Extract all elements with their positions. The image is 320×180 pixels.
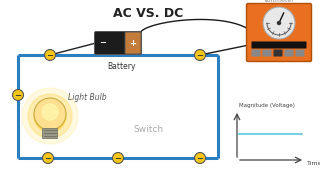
Circle shape: [195, 50, 205, 60]
Text: −: −: [44, 154, 52, 163]
Text: −: −: [115, 154, 122, 163]
Circle shape: [42, 104, 58, 120]
Text: −: −: [14, 91, 21, 100]
Circle shape: [28, 94, 72, 138]
FancyBboxPatch shape: [274, 50, 283, 57]
Circle shape: [113, 152, 124, 163]
Circle shape: [34, 100, 66, 132]
Circle shape: [44, 50, 55, 60]
FancyBboxPatch shape: [252, 50, 260, 57]
Text: −: −: [196, 154, 204, 163]
Text: −: −: [100, 39, 107, 48]
Circle shape: [277, 21, 281, 24]
Text: Switch: Switch: [133, 125, 163, 134]
FancyBboxPatch shape: [125, 32, 141, 54]
Circle shape: [263, 7, 295, 39]
Text: +: +: [130, 39, 137, 48]
Text: −: −: [196, 51, 204, 60]
Text: Voltmeter: Voltmeter: [264, 0, 294, 3]
Text: Time: Time: [307, 161, 320, 166]
Circle shape: [22, 88, 78, 144]
Circle shape: [34, 98, 66, 130]
FancyBboxPatch shape: [246, 3, 311, 62]
Circle shape: [195, 152, 205, 163]
FancyBboxPatch shape: [295, 50, 305, 57]
FancyBboxPatch shape: [262, 50, 271, 57]
FancyBboxPatch shape: [94, 31, 141, 55]
FancyBboxPatch shape: [252, 42, 307, 48]
Text: −: −: [46, 51, 53, 60]
Circle shape: [12, 89, 23, 100]
Text: Light Bulb: Light Bulb: [68, 93, 107, 102]
Text: AC VS. DC: AC VS. DC: [113, 7, 183, 20]
FancyBboxPatch shape: [43, 129, 58, 138]
Text: Magnitude (Voltage): Magnitude (Voltage): [239, 103, 295, 108]
FancyBboxPatch shape: [284, 50, 293, 57]
Text: Battery: Battery: [108, 62, 136, 71]
Circle shape: [43, 152, 53, 163]
